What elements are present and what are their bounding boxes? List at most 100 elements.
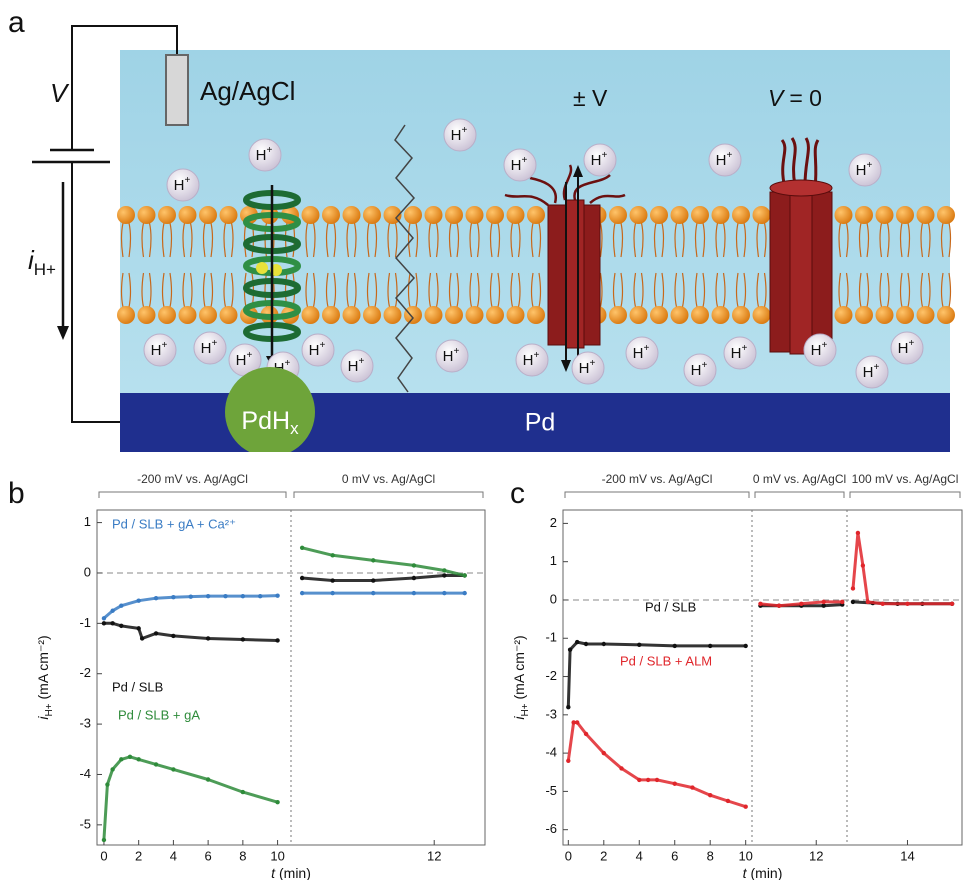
- data-point: [105, 782, 109, 786]
- data-point: [462, 573, 466, 577]
- lipid-head: [896, 206, 914, 224]
- proton-symbol: H: [511, 157, 522, 174]
- proton-charge: +: [162, 340, 168, 351]
- y-tick-label: -4: [79, 766, 91, 781]
- data-point: [136, 757, 140, 761]
- series-line: [302, 548, 465, 576]
- x-axis-unit: (min): [279, 865, 311, 880]
- lipid-head: [404, 206, 422, 224]
- data-point: [154, 631, 158, 635]
- data-point: [102, 616, 106, 620]
- lipid-head: [343, 206, 361, 224]
- x-tick-label: 10: [270, 848, 284, 863]
- lipid-head: [158, 306, 176, 324]
- panel-b: b-200 mV vs. Ag/AgCl02468100 mV vs. Ag/A…: [8, 472, 485, 880]
- proton-charge: +: [522, 155, 528, 166]
- lipid-head: [630, 206, 648, 224]
- series-line: [568, 642, 745, 707]
- data-point: [442, 568, 446, 572]
- y-tick-label: -4: [545, 745, 557, 760]
- proton-symbol: H: [451, 127, 462, 144]
- y-axis-subscript: H+: [520, 703, 531, 716]
- lipid-head: [609, 306, 627, 324]
- x-tick-label: 12: [809, 848, 823, 863]
- lipid-head: [384, 306, 402, 324]
- y-tick-label: -2: [545, 668, 557, 683]
- proton-charge: +: [534, 350, 540, 361]
- data-point: [275, 800, 279, 804]
- segment-label: 0 mV vs. Ag/AgCl: [753, 472, 846, 486]
- lipid-head: [363, 206, 381, 224]
- data-point: [851, 586, 855, 590]
- data-point: [102, 838, 106, 842]
- lipid-head: [199, 306, 217, 324]
- lipid-head: [322, 206, 340, 224]
- y-tick-label: -2: [79, 665, 91, 680]
- data-point: [905, 602, 909, 606]
- lipid-head: [138, 206, 156, 224]
- data-point: [743, 805, 747, 809]
- lipid-head: [486, 206, 504, 224]
- data-point: [189, 594, 193, 598]
- data-point: [726, 799, 730, 803]
- data-point: [821, 604, 825, 608]
- data-point: [206, 777, 210, 781]
- proton-charge: +: [590, 358, 596, 369]
- data-point: [206, 594, 210, 598]
- series-line: [104, 623, 278, 640]
- data-point: [584, 732, 588, 736]
- lipid-head: [876, 306, 894, 324]
- data-point: [330, 578, 334, 582]
- lipid-head: [486, 306, 504, 324]
- segment-bracket: [294, 492, 483, 498]
- lipid-head: [527, 306, 545, 324]
- data-point: [110, 621, 114, 625]
- y-tick-label: 1: [550, 553, 557, 568]
- proton-charge: +: [267, 145, 273, 156]
- series-line: [853, 533, 952, 604]
- series-label: Pd / SLB: [112, 679, 163, 694]
- proton-symbol: H: [811, 342, 822, 359]
- data-point: [258, 594, 262, 598]
- lipid-head: [753, 206, 771, 224]
- series-line: [104, 596, 278, 619]
- proton-charge: +: [185, 175, 191, 186]
- data-point: [743, 644, 747, 648]
- data-point: [136, 598, 140, 602]
- data-point: [119, 604, 123, 608]
- data-point: [575, 640, 579, 644]
- lipid-head: [712, 306, 730, 324]
- voltage-label: V: [50, 78, 70, 108]
- y-tick-label: -1: [79, 615, 91, 630]
- panel-label: b: [8, 477, 25, 510]
- y-axis-subscript: H+: [44, 703, 55, 716]
- data-point: [110, 767, 114, 771]
- lipid-head: [732, 306, 750, 324]
- y-tick-label: 0: [84, 564, 91, 579]
- current-arrow: [57, 326, 69, 340]
- lipid-head: [527, 206, 545, 224]
- lipid-head: [835, 306, 853, 324]
- lipid-head: [507, 306, 525, 324]
- lipid-head: [671, 206, 689, 224]
- lipid-head: [117, 206, 135, 224]
- lipid-head: [179, 206, 197, 224]
- data-point: [840, 600, 844, 604]
- y-axis-label: iH+(mA cm⁻²): [511, 635, 531, 719]
- lipid-head: [917, 206, 935, 224]
- data-point: [950, 602, 954, 606]
- lipid-head: [322, 306, 340, 324]
- lipid-head: [199, 206, 217, 224]
- x-tick-label: 8: [707, 848, 714, 863]
- lipid-head: [179, 306, 197, 324]
- proton-charge: +: [212, 338, 218, 349]
- lipid-head: [466, 306, 484, 324]
- lipid-head: [466, 206, 484, 224]
- data-point: [646, 778, 650, 782]
- lipid-head: [937, 306, 955, 324]
- data-point: [223, 594, 227, 598]
- data-point: [300, 576, 304, 580]
- proton-symbol: H: [309, 342, 320, 359]
- proton-symbol: H: [348, 358, 359, 375]
- proton-symbol: H: [174, 177, 185, 194]
